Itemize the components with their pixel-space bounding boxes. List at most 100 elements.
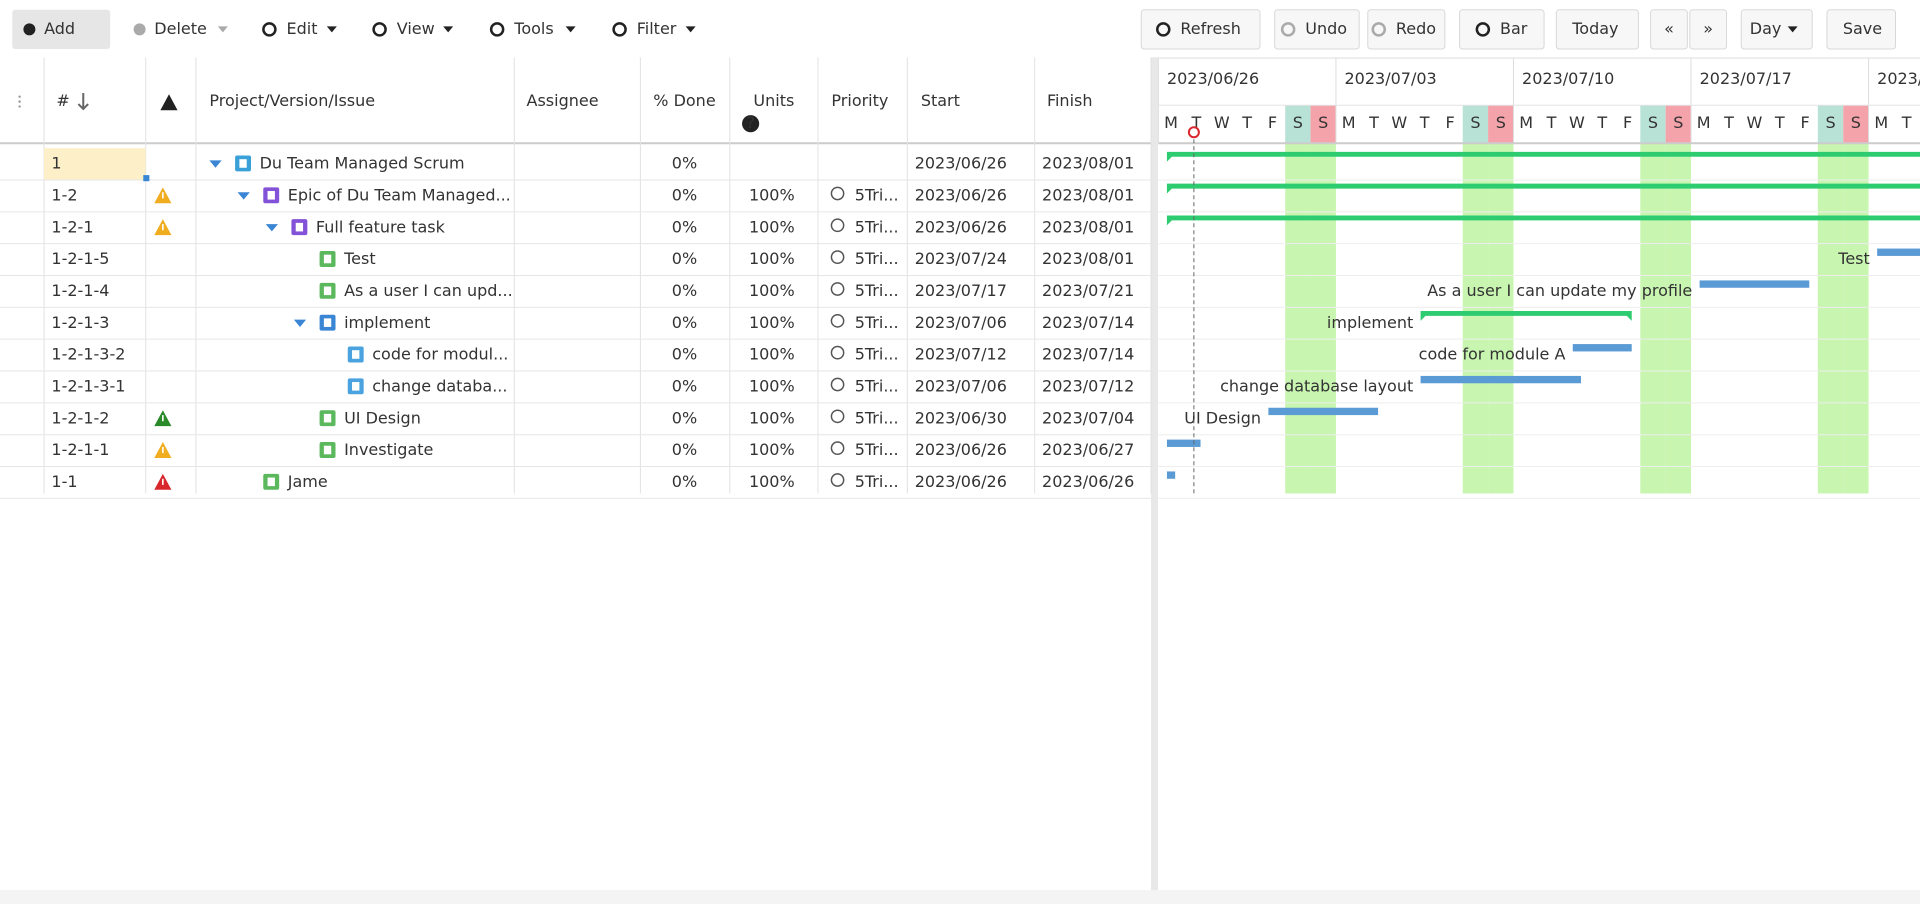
table-row[interactable]: 1-2-1-1 Investigate 0% 100% 5Tri... 2023/06/2… — [0, 440, 1152, 468]
splitter[interactable] — [1151, 58, 1158, 904]
units: 100% — [749, 217, 795, 236]
button-label: View — [397, 19, 435, 38]
toolbar-button[interactable]: Filter — [609, 9, 701, 49]
priority: 5Tri... — [855, 281, 899, 300]
toolbar-button[interactable]: Undo — [1274, 9, 1360, 50]
toolbar-button[interactable]: Edit — [259, 9, 341, 49]
table-row[interactable]: 1-2-1-3-2 code for modul... 0% 100% 5Tri... 2… — [0, 345, 1152, 372]
issue-name[interactable]: Investigate — [344, 440, 433, 459]
expand-toggle[interactable] — [209, 160, 222, 168]
weekend-header — [1285, 105, 1311, 144]
priority-icon — [830, 377, 845, 392]
units: 100% — [749, 440, 795, 459]
table-row[interactable]: 1-2-1-3 implement 0% 100% 5Tri... 2023/07/06 2… — [0, 313, 1152, 340]
table-row[interactable]: 1-2-1 Full feature task 0% 100% 5Tri... 2023/… — [0, 217, 1152, 245]
issue-name[interactable]: code for modul... — [372, 345, 508, 364]
scrollbar[interactable] — [0, 890, 1920, 904]
issue-name[interactable]: Test — [343, 249, 376, 268]
finish-date: 2023/08/01 — [1042, 249, 1134, 268]
start-date: 2023/06/26 — [915, 217, 1007, 236]
issue-name[interactable]: Jame — [287, 472, 328, 491]
drag-handle — [18, 105, 21, 108]
help-glyph: ? — [746, 113, 755, 132]
weekend-header — [1310, 105, 1336, 144]
table-row[interactable]: 1-2-1-3-1 change databa... 0% 100% 5Tri... 20… — [0, 376, 1152, 404]
button-bg — [129, 9, 231, 49]
start-date: 2023/07/24 — [915, 249, 1007, 268]
toolbar-button[interactable]: Day — [1740, 9, 1813, 50]
task-bar[interactable] — [1420, 375, 1581, 384]
toolbar-button[interactable]: Bar — [1459, 9, 1545, 50]
drag-handle — [18, 100, 21, 103]
toolbar-button[interactable]: Refresh — [1140, 9, 1261, 50]
toolbar-button[interactable]: Redo — [1367, 9, 1446, 50]
summary-bar[interactable] — [1166, 151, 1920, 162]
weekday-label: M — [1874, 113, 1888, 132]
button-icon — [1156, 22, 1171, 37]
button-bg — [1740, 9, 1813, 50]
start-date: 2023/06/26 — [915, 185, 1007, 204]
start-date: 2023/07/17 — [915, 281, 1007, 300]
toolbar-button[interactable]: Today — [1555, 9, 1639, 50]
finish-date: 2023/08/01 — [1042, 217, 1134, 236]
bar-label: Test — [1837, 249, 1870, 268]
summary-bar[interactable] — [1166, 183, 1920, 194]
table-row[interactable]: 1 Du Team Managed Scrum 0% 2023/06/26 2023/0… — [0, 148, 1152, 181]
weekend-header — [1665, 105, 1692, 144]
priority: 5Tri... — [855, 185, 899, 204]
weekend-header — [1488, 105, 1514, 144]
weekday-label: F — [1445, 113, 1454, 132]
issue-name[interactable]: As a user I can upd... — [344, 281, 513, 300]
toolbar-button[interactable]: Add — [12, 9, 111, 49]
weekday-label: T — [1368, 113, 1379, 132]
table-row[interactable]: 1-2 Epic of Du Team Managed... 0% 100% 5Tri.… — [0, 185, 1152, 213]
weekday-label: M — [1697, 113, 1711, 132]
toolbar-button[interactable]: Delete — [129, 9, 231, 49]
button-label: « — [1664, 19, 1674, 38]
issue-name[interactable]: implement — [344, 313, 430, 332]
start-date: 2023/06/26 — [915, 440, 1007, 459]
table-row[interactable]: 1-1 Jame 0% 100% 5Tri... 2023/06/26 2023/06/26 — [0, 472, 1152, 499]
weekday-label: M — [1164, 113, 1178, 132]
units: 100% — [749, 185, 795, 204]
summary-bar[interactable] — [1166, 215, 1920, 226]
bar-label: UI Design — [1184, 408, 1261, 427]
week-label: 2023/07/03 — [1344, 69, 1436, 88]
issue-name[interactable]: Epic of Du Team Managed... — [288, 185, 511, 204]
expand-toggle[interactable] — [293, 319, 307, 327]
task-bar[interactable] — [1268, 407, 1379, 416]
weekday-label: S — [1293, 113, 1303, 132]
expand-toggle[interactable] — [237, 192, 250, 200]
toolbar-button[interactable]: View — [369, 9, 458, 49]
table-row[interactable]: 1-2-1-5 Test 0% 100% 5Tri... 2023/07/24 2023/0… — [0, 249, 1152, 277]
button-label: Save — [1843, 19, 1882, 38]
task-bar[interactable] — [1166, 471, 1176, 479]
selection-handle — [143, 175, 150, 182]
task-bar[interactable] — [1572, 344, 1632, 352]
button-bg — [1140, 9, 1261, 50]
start-date: 2023/07/12 — [915, 345, 1007, 364]
task-bar[interactable] — [1877, 248, 1920, 256]
issue-name[interactable]: Du Team Managed Scrum — [260, 154, 465, 173]
issue-name[interactable]: Full feature task — [316, 217, 446, 236]
toolbar-button[interactable]: Tools — [487, 9, 581, 49]
table-row[interactable]: 1-2-1-4 As a user I can upd... 0% 100% 5Tri.… — [0, 281, 1152, 308]
caret — [326, 26, 337, 33]
issue-icon-mark — [323, 413, 332, 423]
toolbar-button[interactable]: Save — [1826, 9, 1897, 50]
summary-bar[interactable] — [1420, 311, 1632, 321]
percent-done: 0% — [672, 281, 697, 300]
issue-name[interactable]: change databa... — [372, 376, 507, 395]
week-label: 2023/07/24 — [1877, 69, 1920, 88]
task-bar[interactable] — [1699, 280, 1810, 288]
units: 100% — [749, 249, 795, 268]
table-row[interactable]: 1-2-1-2 UI Design 0% 100% 5Tri... 2023/06/30 2… — [0, 408, 1152, 436]
toolbar-button[interactable]: « — [1650, 9, 1688, 50]
task-bar[interactable] — [1166, 439, 1201, 447]
units: 100% — [749, 408, 795, 427]
row-id: 1-2 — [51, 185, 77, 204]
expand-toggle[interactable] — [265, 224, 278, 232]
toolbar-button[interactable]: » — [1689, 9, 1728, 50]
issue-name[interactable]: UI Design — [344, 408, 421, 427]
